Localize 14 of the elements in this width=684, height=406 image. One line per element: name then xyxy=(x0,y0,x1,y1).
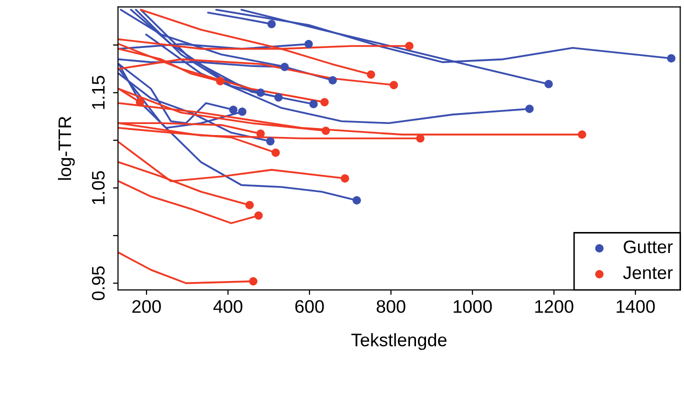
y-axis-title: log-TTR xyxy=(58,116,75,180)
x-tick-label: 800 xyxy=(376,300,406,313)
y-tick-label: 1.05 xyxy=(92,171,105,204)
x-tick-label: 400 xyxy=(213,300,242,313)
x-tick-label: 200 xyxy=(132,300,161,313)
y-tick-label: 0.95 xyxy=(92,266,105,300)
legend-label: Jenter xyxy=(623,266,673,280)
x-tick-label: 1000 xyxy=(454,300,492,313)
x-tick-label: 1400 xyxy=(616,300,655,313)
legend-label: Gutter xyxy=(624,240,673,254)
x-tick-label: 1200 xyxy=(535,300,574,313)
x-tick-label: 600 xyxy=(295,300,324,313)
x-axis-title: Tekstlengde xyxy=(351,333,446,350)
y-tick-label: 1.15 xyxy=(92,76,105,109)
